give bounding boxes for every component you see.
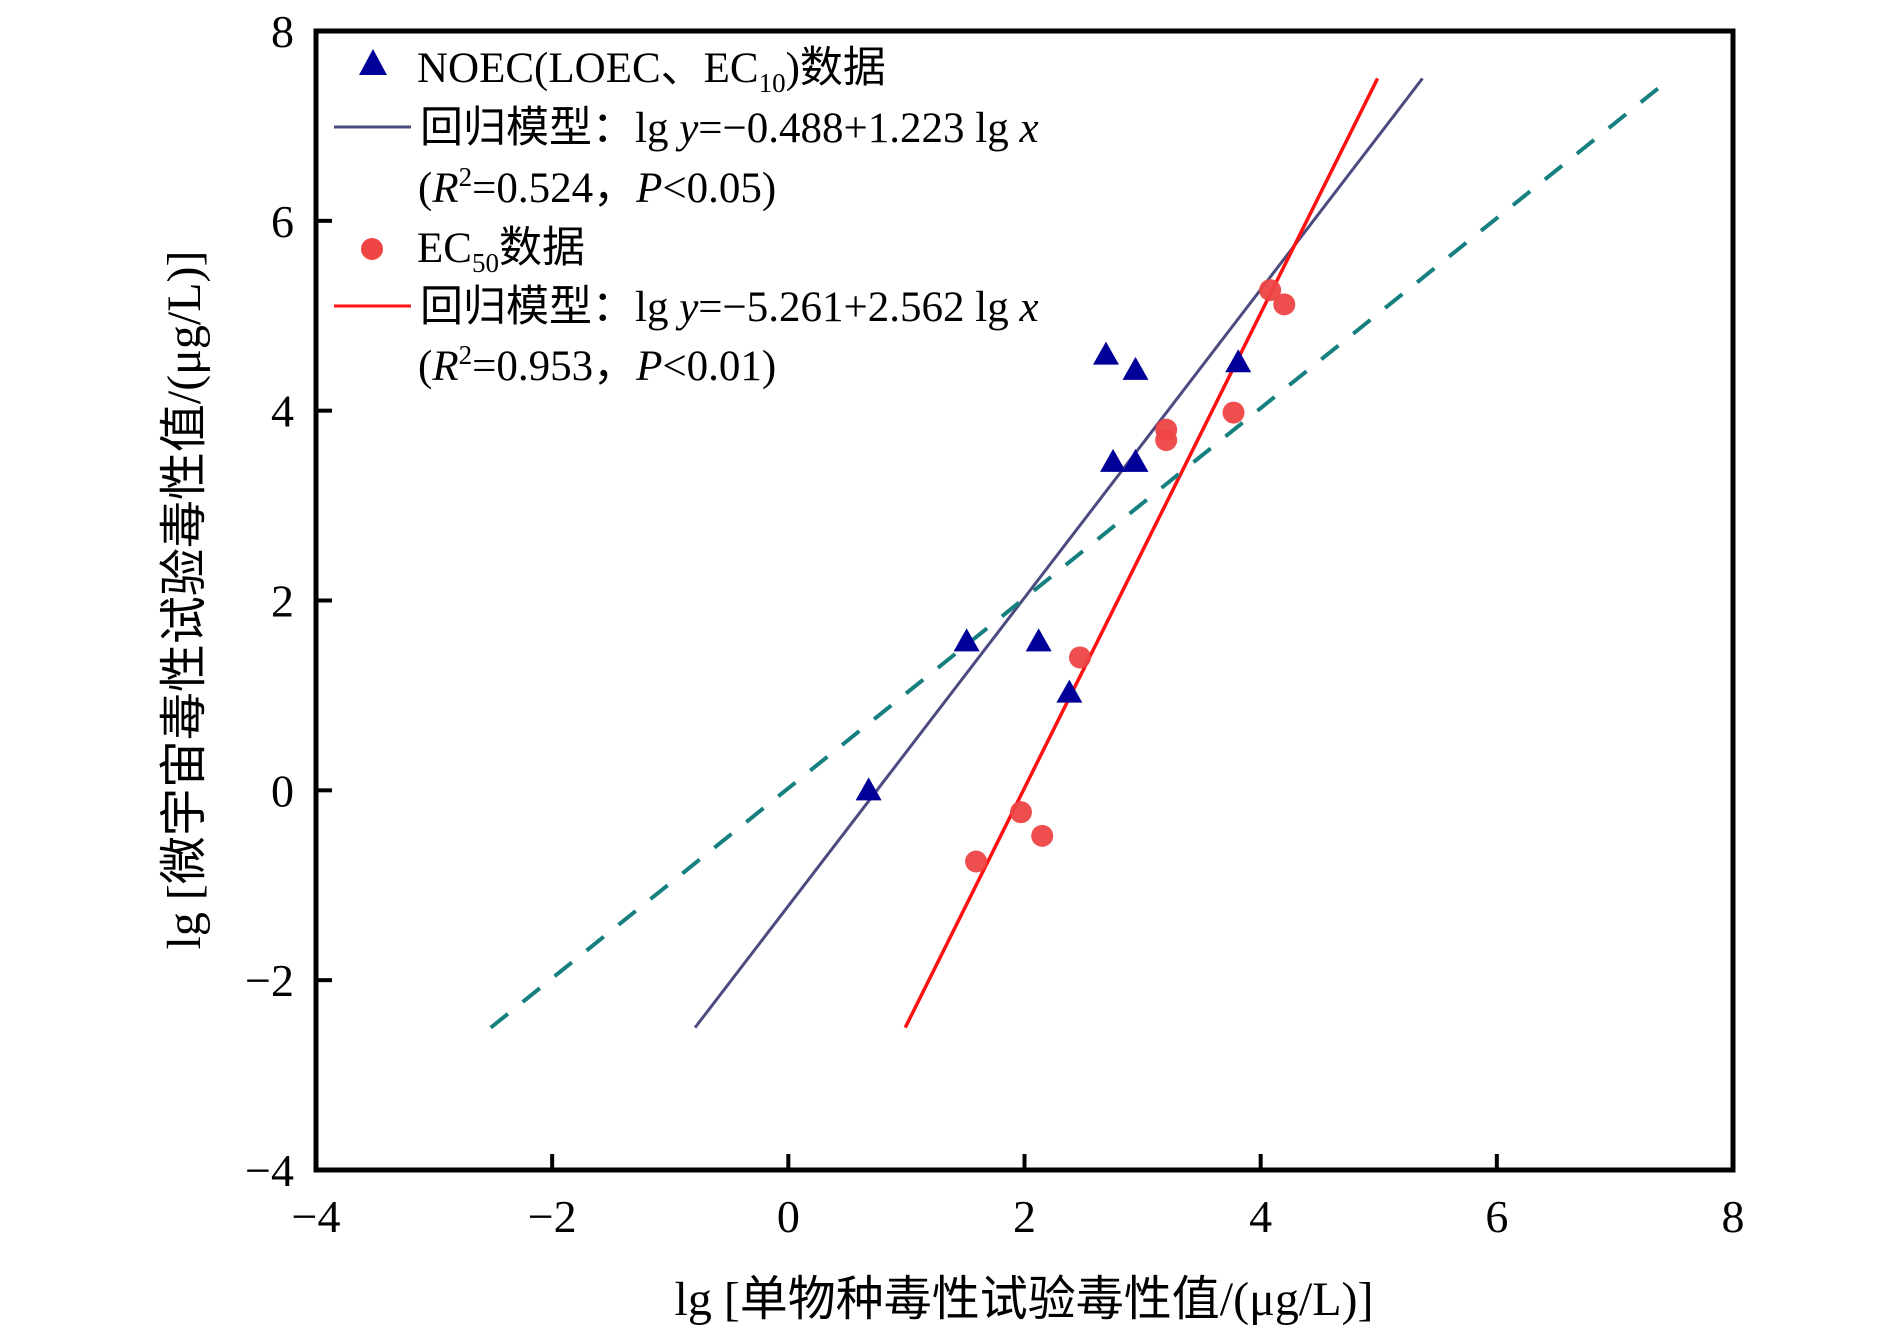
x-tick-label: 0 — [777, 1191, 800, 1242]
noec-point — [1225, 349, 1252, 373]
y-tick-label: −4 — [245, 1145, 294, 1196]
legend-ec50-stats: (R2=0.953，P<0.01) — [418, 340, 776, 390]
y-axis-label: lg [微宇宙毒性试验毒性值/(μg/L)] — [158, 250, 211, 949]
x-tick-label: 4 — [1249, 1191, 1272, 1242]
noec-point — [1056, 679, 1083, 703]
legend-noec-stats: (R2=0.524，P<0.05) — [418, 162, 776, 212]
data-points — [855, 279, 1296, 873]
ec50-point — [1259, 279, 1282, 302]
x-axis-label: lg [单物种毒性试验毒性值/(μg/L)] — [674, 1273, 1373, 1326]
legend-noec-label: NOEC(LOEC、EC10)数据 — [417, 45, 886, 98]
noec-point — [1100, 448, 1127, 472]
ec50-point — [1155, 429, 1178, 452]
legend-triangle-icon — [359, 49, 387, 75]
y-tick-label: 8 — [271, 6, 294, 57]
y-tick-label: 0 — [271, 765, 294, 816]
x-tick-label: −2 — [528, 1191, 577, 1242]
ec50-point — [1031, 824, 1054, 847]
regression-lines — [489, 76, 1672, 1030]
x-tick-label: 2 — [1013, 1191, 1036, 1242]
legend-ec50-label: EC50数据 — [417, 225, 585, 278]
x-tick-label: −4 — [292, 1191, 341, 1242]
regression-line-ec50 — [903, 77, 1380, 1029]
ec50-point — [965, 850, 988, 873]
noec-point — [1025, 628, 1052, 652]
ec50-point — [1009, 801, 1032, 824]
noec-point — [1122, 356, 1149, 380]
noec-point — [953, 628, 980, 652]
noec-point — [1092, 341, 1119, 365]
noec-point — [855, 777, 882, 801]
x-tick-label: 8 — [1722, 1191, 1745, 1242]
ec50-point — [1068, 646, 1091, 669]
legend-ec50-model: 回归模型：lg y=−5.261+2.562 lg x — [420, 284, 1039, 331]
reference-line-1to1 — [489, 76, 1672, 1030]
legend-noec-model: 回归模型：lg y=−0.488+1.223 lg x — [420, 105, 1039, 152]
legend-circle-icon — [361, 238, 383, 260]
regression-line-noec — [693, 77, 1424, 1029]
x-tick-label: 6 — [1485, 1191, 1508, 1242]
ec50-point — [1273, 293, 1296, 316]
noec-point — [1122, 448, 1149, 472]
y-tick-label: 4 — [271, 386, 294, 437]
axis-ticks: −4 −2 0 2 4 6 8 −4 −2 0 2 4 6 8 — [245, 6, 1744, 1242]
ec50-point — [1222, 401, 1245, 424]
y-tick-label: −2 — [245, 955, 294, 1006]
legend: NOEC(LOEC、EC10)数据 回归模型：lg y=−0.488+1.223… — [334, 45, 1039, 390]
y-tick-label: 6 — [271, 196, 294, 247]
y-tick-label: 2 — [271, 576, 294, 627]
